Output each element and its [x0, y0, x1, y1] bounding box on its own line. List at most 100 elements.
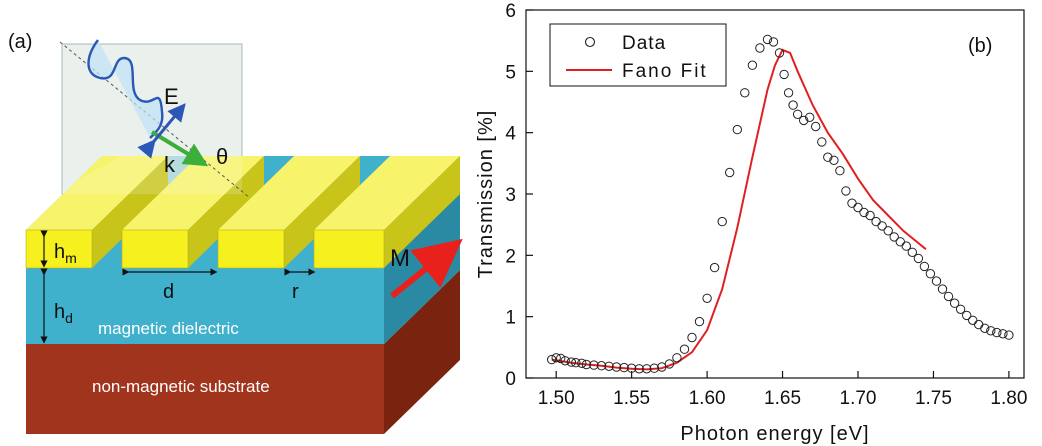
y-tick-label: 6: [505, 1, 516, 22]
data-point: [672, 353, 682, 363]
panel-a-schematic: (a): [8, 31, 463, 434]
data-point: [986, 326, 996, 336]
data-point: [783, 88, 794, 98]
e-field-label: E: [164, 84, 179, 109]
panel-a-label: (a): [8, 31, 32, 53]
data-point: [571, 358, 581, 368]
data-point: [931, 276, 942, 286]
data-point: [709, 262, 720, 273]
data-point: [779, 69, 789, 80]
data-point: [955, 304, 966, 314]
legend-entry-data: Data: [622, 33, 666, 54]
data-point: [992, 327, 1002, 338]
legend-data-marker: [584, 36, 596, 48]
data-point: [717, 216, 727, 227]
x-tick-label: 1.60: [689, 388, 726, 409]
data-point: [768, 37, 779, 47]
axis-ticks: 1.50 1.55 1.60 1.65 1.70 1.75 1.80 0 1 2 3 4 5 6: [505, 1, 1027, 409]
dielectric-front: [26, 230, 384, 344]
substrate-label: non-magnetic substrate: [92, 377, 270, 396]
data-point: [937, 284, 948, 294]
data-series: [547, 34, 1014, 374]
data-point: [702, 293, 712, 303]
data-point: [664, 359, 675, 369]
gold-strip: [217, 156, 360, 269]
data-point: [788, 100, 798, 110]
hd-label: hd: [54, 301, 73, 326]
y-tick-label: 2: [505, 246, 516, 267]
data-point: [980, 323, 990, 333]
x-tick-label: 1.65: [764, 388, 801, 409]
data-point: [762, 34, 773, 45]
data-point: [925, 269, 936, 279]
data-point: [604, 361, 614, 371]
y-tick-label: 5: [505, 62, 516, 83]
e-field-arrow: [137, 103, 186, 159]
x-tick-label: 1.70: [840, 388, 877, 409]
data-point: [823, 152, 833, 162]
dielectric-label: magnetic dielectric: [98, 319, 239, 338]
y-tick-label: 3: [505, 185, 516, 206]
data-point: [642, 364, 652, 374]
data-point: [841, 186, 851, 196]
data-point: [1004, 330, 1014, 340]
data-point: [634, 364, 644, 374]
data-point: [853, 202, 863, 213]
data-point: [792, 109, 803, 120]
magnetization-arrow: [390, 238, 463, 299]
data-point: [859, 207, 869, 218]
legend-entry-fit: Fano Fit: [622, 61, 708, 82]
hm-label: hm: [54, 241, 77, 266]
data-point: [687, 332, 697, 343]
x-tick-label: 1.55: [613, 388, 650, 409]
data-point: [883, 226, 893, 236]
theta-label: θ: [216, 144, 228, 169]
data-point: [865, 210, 875, 221]
data-point: [919, 261, 930, 272]
data-point: [799, 115, 809, 126]
fano-fit-series: [551, 48, 927, 371]
magnetization-label: M: [390, 245, 410, 272]
panel-b-label: (b): [968, 35, 992, 57]
data-point: [829, 155, 839, 166]
y-tick-label: 4: [505, 124, 516, 145]
y-axis-label: Transmission [%]: [475, 110, 497, 279]
x-tick-label: 1.75: [915, 388, 952, 409]
data-point: [811, 121, 821, 132]
data-point: [747, 60, 758, 70]
y-tick-label: 0: [505, 369, 516, 390]
data-point: [949, 298, 960, 308]
data-point: [835, 166, 845, 176]
d-label: d: [163, 281, 174, 303]
data-point: [619, 362, 629, 373]
data-point: [581, 359, 592, 370]
data-point: [774, 48, 785, 58]
data-point: [551, 353, 561, 363]
fano-fit-line: [551, 48, 927, 371]
data-point: [649, 363, 659, 373]
data-point: [962, 310, 972, 321]
data-point: [817, 137, 827, 147]
data-point: [611, 362, 622, 372]
data-point: [679, 344, 690, 354]
gold-strip: [313, 156, 460, 269]
y-tick-label: 1: [505, 308, 516, 329]
data-point: [626, 363, 637, 373]
data-point: [740, 88, 750, 98]
legend: Data Fano Fit: [549, 23, 727, 87]
data-point: [877, 221, 887, 231]
data-point: [732, 124, 742, 135]
data-point: [895, 237, 905, 247]
data-point: [805, 112, 815, 123]
data-point: [998, 329, 1008, 339]
data-point: [694, 316, 705, 327]
data-point: [560, 356, 570, 366]
data-point: [577, 358, 587, 368]
data-point: [755, 43, 765, 53]
data-point: [974, 319, 984, 330]
data-point: [725, 167, 735, 178]
substrate-front: [26, 344, 384, 434]
data-point: [871, 216, 881, 227]
